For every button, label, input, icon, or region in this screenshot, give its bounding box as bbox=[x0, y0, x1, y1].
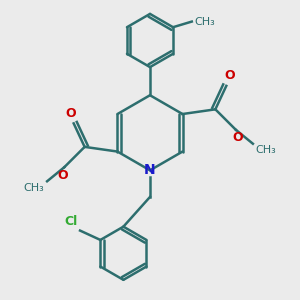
Text: CH₃: CH₃ bbox=[194, 16, 215, 27]
Text: O: O bbox=[65, 107, 76, 120]
Text: N: N bbox=[144, 163, 156, 177]
Text: CH₃: CH₃ bbox=[255, 145, 276, 155]
Text: O: O bbox=[224, 69, 235, 82]
Text: O: O bbox=[57, 169, 68, 182]
Text: O: O bbox=[232, 131, 243, 144]
Text: CH₃: CH₃ bbox=[24, 183, 45, 193]
Text: Cl: Cl bbox=[64, 215, 77, 228]
